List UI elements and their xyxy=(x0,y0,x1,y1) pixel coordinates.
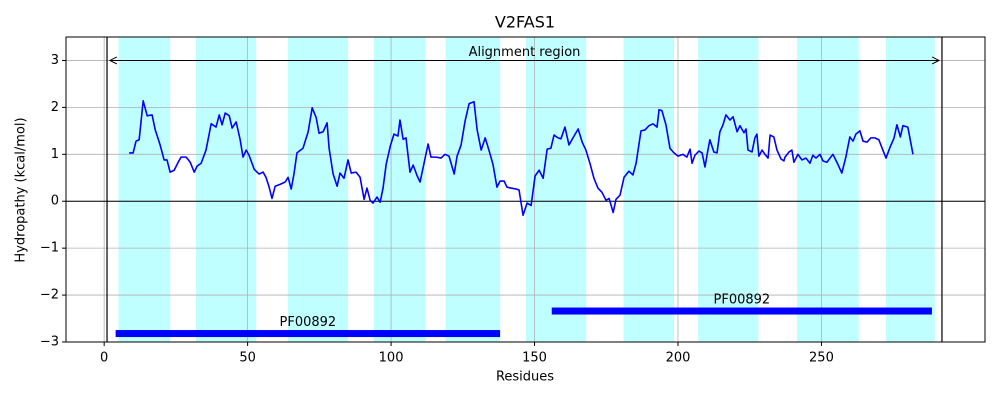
domain-bar xyxy=(115,330,501,338)
x-tick-label: 100 xyxy=(379,351,404,366)
shaded-region xyxy=(118,37,171,342)
shaded-region xyxy=(525,37,587,342)
domain-label: PF00892 xyxy=(714,293,771,308)
y-tick-label: 1 xyxy=(51,147,59,162)
plot-frame xyxy=(65,36,986,343)
x-tick-label: 0 xyxy=(100,351,108,366)
shaded-region xyxy=(623,37,674,342)
hydropathy-line xyxy=(129,100,914,217)
y-tick-label: 3 xyxy=(51,53,59,68)
shaded-region xyxy=(797,37,859,342)
y-axis-label: Hydropathy (kcal/mol) xyxy=(14,117,29,262)
y-tick-label: −2 xyxy=(40,288,59,303)
shaded-region xyxy=(886,37,935,342)
x-tick-label: 50 xyxy=(239,351,256,366)
y-tick-label: 0 xyxy=(51,194,59,209)
domain-bar xyxy=(551,307,932,315)
shaded-region xyxy=(445,37,501,342)
arrow-head xyxy=(108,56,118,65)
y-tick-label: −1 xyxy=(40,241,59,256)
shaded-region xyxy=(287,37,349,342)
domain-label: PF00892 xyxy=(280,315,337,330)
shaded-region xyxy=(373,37,426,342)
x-axis-label: Residues xyxy=(496,370,554,385)
shaded-region xyxy=(195,37,257,342)
x-tick-label: 250 xyxy=(809,351,834,366)
y-tick-label: 2 xyxy=(51,100,59,115)
x-tick-label: 200 xyxy=(666,351,691,366)
shaded-region xyxy=(698,37,759,342)
x-tick-label: 150 xyxy=(522,351,547,366)
alignment-label: Alignment region xyxy=(469,45,581,60)
y-tick-label: −3 xyxy=(40,335,59,350)
arrow-head xyxy=(931,56,941,65)
chart-title: V2FAS1 xyxy=(495,13,555,32)
